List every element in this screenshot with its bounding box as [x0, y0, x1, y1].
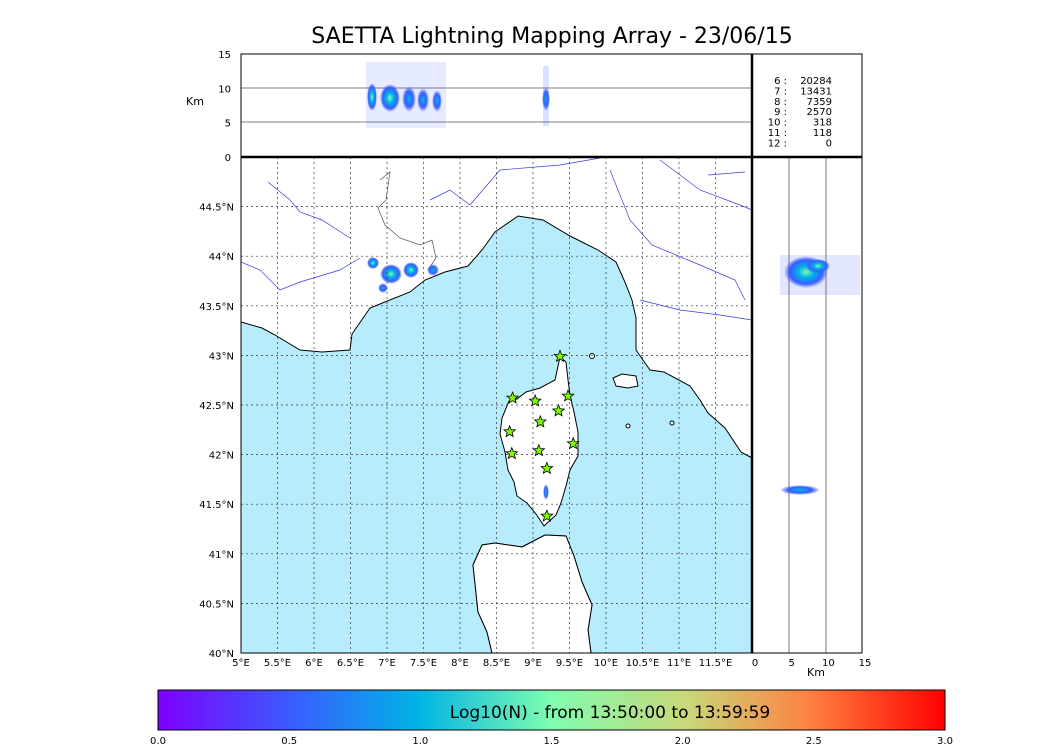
side-xtick-label: 10 [822, 658, 835, 669]
count-level-label: 12 : [768, 138, 787, 149]
altitude-panel: 0 5 10 15 Km [186, 50, 753, 164]
chart-title: SAETTA Lightning Mapping Array - 23/06/1… [311, 24, 793, 49]
map-lightning-cloud [367, 257, 549, 500]
side-xlabel: Km [807, 666, 825, 679]
side-xtick-label: 15 [859, 658, 872, 669]
colorbar-label: Log10(N) - from 13:50:00 to 13:59:59 [450, 703, 770, 723]
station-star-marker [553, 349, 567, 363]
map-xtick-label: 11°E [667, 658, 691, 669]
map-panel: 5°E 5.5°E 6°E 6.5°E 7°E 7.5°E 8°E 8.5°E 9°E 9.5°E… [199, 156, 753, 669]
station-star-marker [540, 509, 554, 522]
count-value: 2570 [807, 107, 832, 118]
map-ytick-label: 42°N [209, 451, 234, 462]
rivers [241, 157, 752, 321]
map-ytick-label: 41.5°N [199, 500, 234, 511]
station-star-marker [533, 414, 548, 428]
station-star-marker [561, 389, 575, 402]
station-star-marker [532, 443, 546, 457]
map-ytick-label: 42.5°N [199, 401, 234, 412]
colorbar-tick-label: 2.5 [806, 736, 822, 747]
side-lightning-cloud [780, 255, 860, 495]
map-ytick-label: 40°N [209, 649, 234, 660]
map-ytick-label: 40.5°N [199, 599, 234, 610]
map-ytick-label: 44.5°N [199, 203, 234, 214]
colorbar-tick-label: 2.0 [675, 736, 691, 747]
colorbar-tick-label: 0.0 [150, 736, 166, 747]
colorbar-tick-label: 0.5 [281, 736, 297, 747]
altitude-lightning-cloud [366, 62, 550, 128]
altitude-ytick-label: 0 [225, 153, 231, 164]
station-star-marker [502, 424, 517, 438]
counts-panel: 6 : 20284 7 : 13431 8 : 7359 9 : 2570 10 : 318 11 … [751, 53, 863, 158]
map-xtick-label: 8.5°E [483, 658, 510, 669]
count-level-label: 9 : [774, 107, 787, 118]
count-value: 118 [813, 128, 832, 139]
count-value: 7359 [807, 97, 832, 108]
map-xtick-label: 5°E [232, 658, 250, 669]
map-xtick-label: 10.5°E [626, 658, 660, 669]
map-xtick-label: 8°E [451, 658, 469, 669]
corsica-island [499, 356, 579, 527]
station-star-marker [540, 461, 554, 475]
colorbar-tick-label: 3.0 [937, 736, 953, 747]
map-xtick-label: 6°E [305, 658, 323, 669]
count-level-label: 10 : [768, 118, 787, 129]
station-star-marker [551, 403, 566, 417]
count-value: 0 [826, 138, 832, 149]
map-xtick-label: 6.5°E [337, 658, 364, 669]
map-ytick-label: 41°N [209, 550, 234, 561]
map-xtick-label: 7.5°E [410, 658, 437, 669]
sardinia-island [472, 534, 593, 653]
altitude-ytick-label: 5 [225, 119, 231, 130]
side-xtick-label: 0 [752, 658, 758, 669]
colorbar-tick-label: 1.0 [412, 736, 428, 747]
count-level-label: 11 : [768, 128, 787, 139]
map-xtick-label: 9°E [524, 658, 542, 669]
count-level-label: 7 : [774, 86, 787, 97]
map-ytick-label: 43.5°N [199, 302, 234, 313]
station-star-marker [528, 393, 542, 407]
colorbar: Log10(N) - from 13:50:00 to 13:59:59 0.0… [150, 689, 953, 747]
map-ytick-label: 43°N [209, 351, 234, 362]
count-value: 318 [813, 118, 832, 129]
map-xtick-label: 10°E [594, 658, 618, 669]
count-value: 20284 [800, 76, 832, 87]
colorbar-tick-label: 1.5 [544, 736, 560, 747]
altitude-ylabel: Km [186, 95, 204, 108]
side-xtick-label: 5 [788, 658, 794, 669]
station-star-marker [566, 436, 580, 450]
station-star-marker [505, 391, 520, 404]
map-xtick-label: 9.5°E [556, 658, 583, 669]
count-level-label: 8 : [774, 97, 787, 108]
altitude-ytick-label: 15 [218, 50, 231, 61]
map-ytick-label: 44°N [209, 252, 234, 263]
station-star-marker [505, 446, 519, 460]
count-value: 13431 [800, 86, 832, 97]
map-xtick-label: 7°E [378, 658, 396, 669]
map-xtick-label: 5.5°E [264, 658, 291, 669]
side-panel: 0 5 10 15 Km [751, 156, 872, 679]
altitude-ytick-label: 10 [218, 84, 231, 95]
elba-island [612, 373, 639, 389]
map-xtick-label: 11.5°E [699, 658, 733, 669]
count-level-label: 6 : [774, 76, 787, 87]
